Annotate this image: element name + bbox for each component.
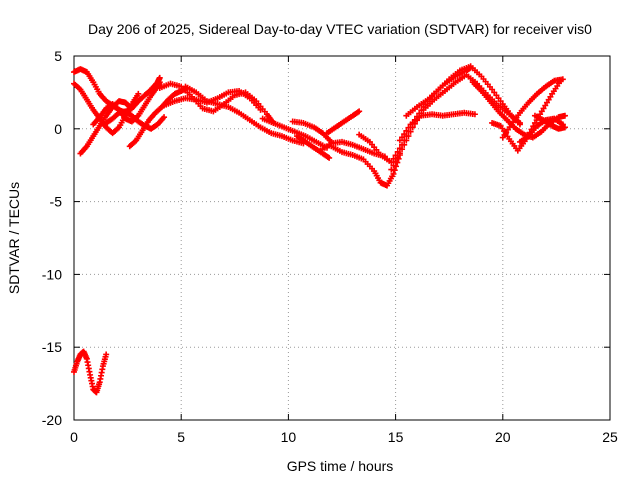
data-point [516,119,523,126]
data-point [156,79,163,86]
x-tick-label: 20 [495,429,511,445]
data-point [126,103,133,110]
chart-title: Day 206 of 2025, Sidereal Day-to-day VTE… [88,21,592,37]
grid-layer [74,56,610,420]
x-axis-label: GPS time / hours [287,458,394,474]
data-point [390,170,397,177]
data-point [390,162,397,169]
x-tick-label: 25 [602,429,618,445]
series-track-12 [293,133,333,161]
series-track-11 [289,118,335,145]
x-tick-label: 15 [388,429,404,445]
data-layer [71,63,568,396]
y-tick-label: -15 [42,339,62,355]
data-point [403,137,410,144]
data-point [399,134,406,141]
data-point [392,158,399,165]
data-point [403,127,410,134]
y-axis-label: SDTVAR / TECUs [6,182,22,294]
data-point [161,114,168,121]
series-track-25 [71,348,110,396]
y-tick-label: -5 [50,194,63,210]
data-point [401,131,408,138]
x-tick-label: 5 [177,429,185,445]
data-point [559,76,566,83]
data-point [135,90,142,97]
series-track-10 [259,115,330,151]
plot-frame [73,55,611,421]
data-point [356,108,363,115]
data-point [396,150,403,157]
data-point [125,103,132,110]
data-point [407,128,414,135]
data-point [103,351,110,358]
series-track-9 [182,83,307,147]
data-point [405,124,412,131]
data-point [561,124,568,131]
data-point [561,112,568,119]
series-track-19 [403,63,523,126]
data-point [388,159,395,166]
data-point [388,166,395,173]
data-point [394,154,401,161]
y-tick-label: 0 [54,121,62,137]
data-point [471,111,478,118]
data-point [396,137,403,144]
series-track-17 [388,71,523,173]
axes-layer: 0 5 10 15 20 25 -20 -15 -10 -5 0 5 [42,48,618,445]
data-point [401,141,408,148]
data-point [399,146,406,153]
data-point [405,133,412,140]
x-tick-label: 0 [70,429,78,445]
series-track-22 [499,76,566,141]
y-tick-label: -20 [42,412,62,428]
data-point [257,106,264,113]
series-track-6 [103,108,168,132]
data-point [326,154,333,161]
series-track-24 [531,112,568,132]
x-tick-label: 10 [281,429,297,445]
y-tick-label: -10 [42,266,62,282]
series-track-18 [396,109,478,144]
series-track-13 [323,108,363,137]
y-tick-label: 5 [54,48,62,64]
